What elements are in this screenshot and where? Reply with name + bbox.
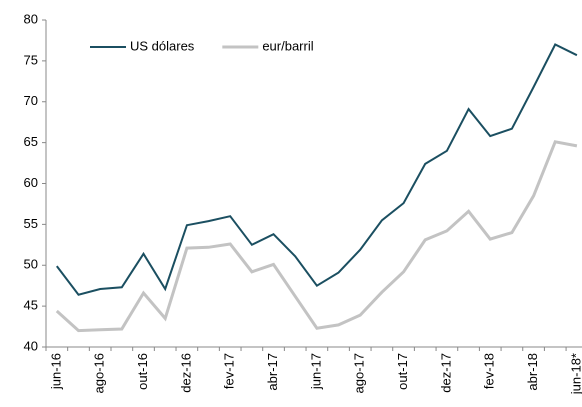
x-tick-label: abr-18 [525,353,540,391]
x-tick-label: jun-17 [308,353,323,390]
y-tick-label: 65 [24,134,38,149]
legend-label: US dólares [130,38,195,53]
x-tick-label: out-16 [135,353,150,390]
y-tick-label: 50 [24,257,38,272]
x-tick-label: ago-16 [92,353,107,393]
legend-label: eur/barril [262,38,313,53]
y-tick-label: 45 [24,298,38,313]
x-tick-label: out-17 [395,353,410,390]
y-tick-label: 55 [24,216,38,231]
x-tick-label: abr-17 [265,353,280,391]
x-tick-label: jun-18* [568,353,582,395]
y-tick-label: 75 [24,52,38,67]
y-tick-label: 40 [24,338,38,353]
x-tick-label: fev-18 [482,353,497,389]
y-tick-label: 60 [24,175,38,190]
y-tick-label: 80 [24,11,38,26]
x-tick-label: ago-17 [352,353,367,393]
x-tick-label: dez-17 [438,353,453,393]
x-tick-label: fev-17 [222,353,237,389]
x-tick-label: jun-16 [48,353,63,390]
line-series [55,140,578,333]
x-tick-label: dez-16 [178,353,193,393]
y-tick-label: 70 [24,93,38,108]
line-series [56,43,578,296]
